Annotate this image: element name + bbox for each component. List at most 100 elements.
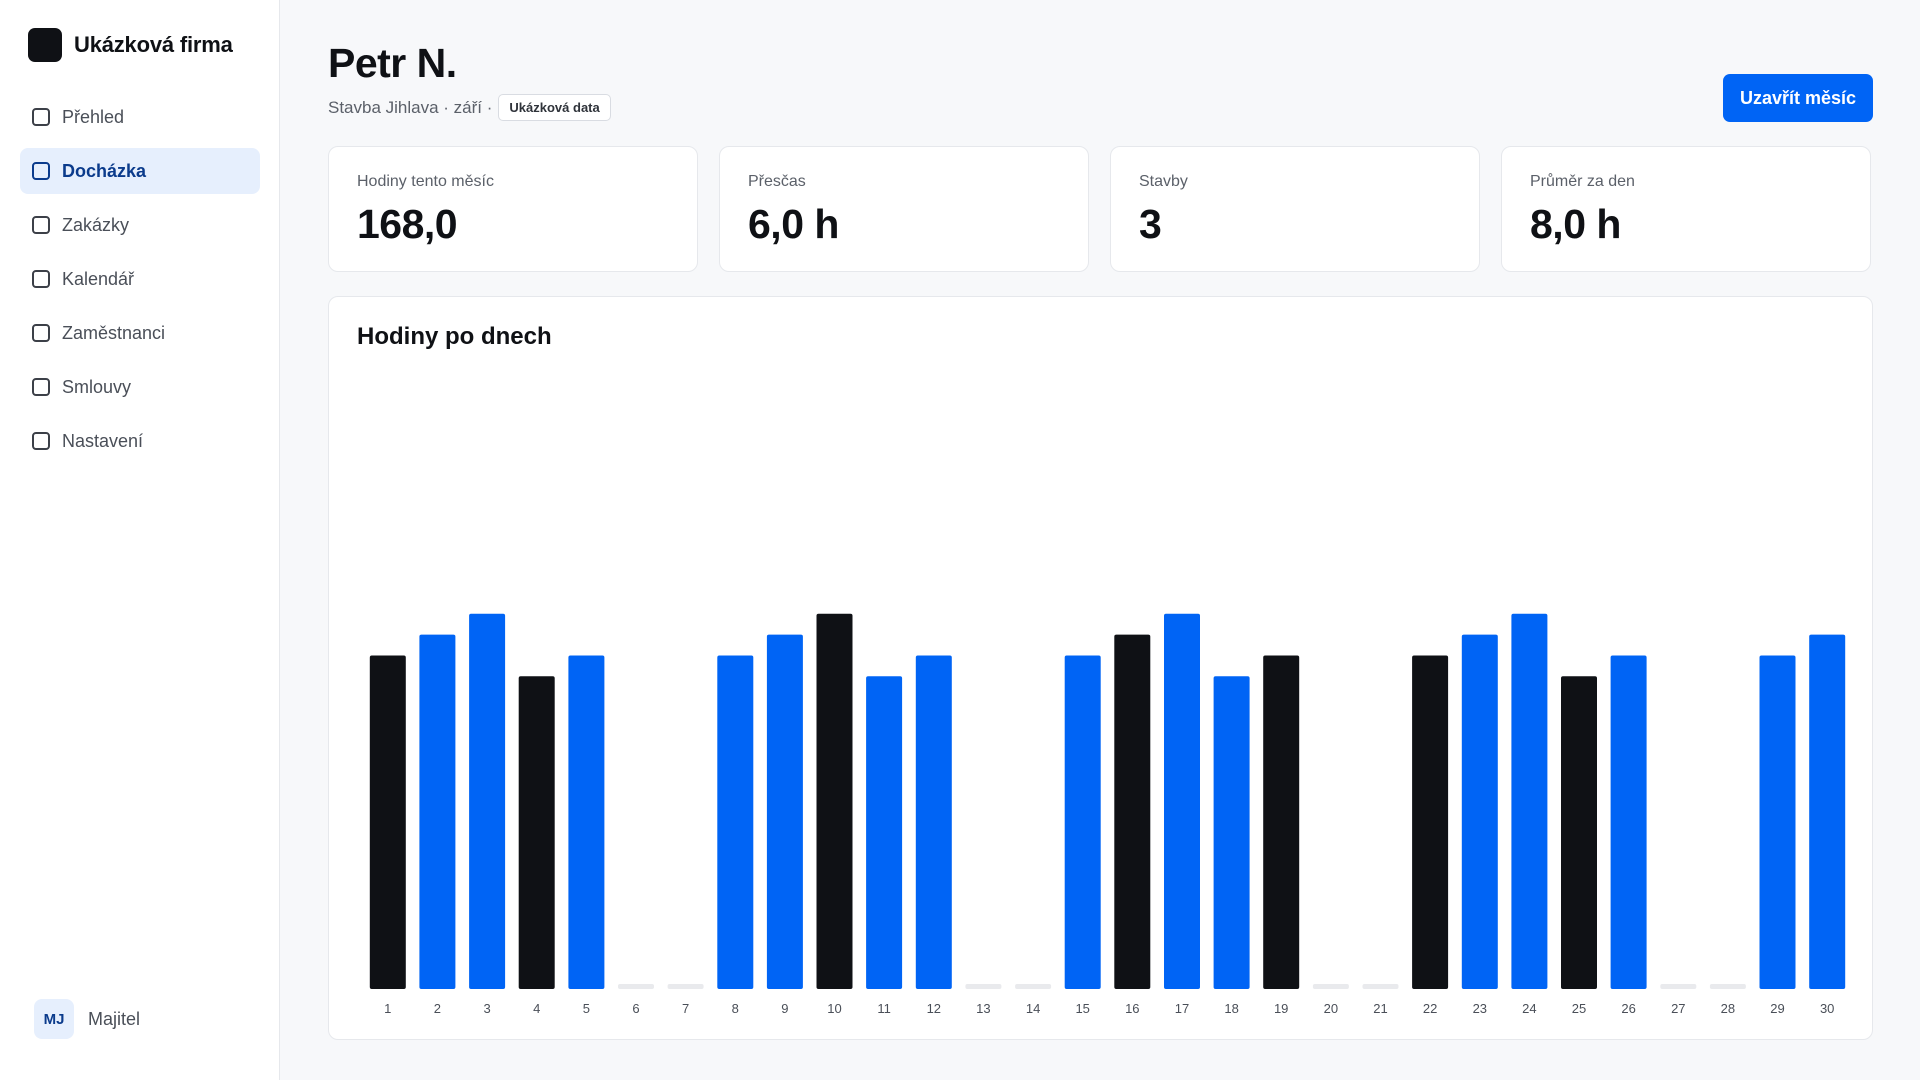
sidebar-item-label: Docházka — [62, 160, 147, 181]
x-tick-label: 21 — [1373, 1001, 1387, 1016]
bar-day-9[interactable] — [766, 634, 803, 989]
stat-value: 6,0 h — [748, 201, 839, 247]
sidebar-item-nastaveni[interactable]: Nastavení — [20, 418, 260, 464]
x-tick-label: 8 — [732, 1001, 739, 1016]
x-tick-label: 29 — [1770, 1001, 1784, 1016]
sidebar-item-label: Zaměstnanci — [62, 322, 166, 343]
bar-day-27[interactable] — [1660, 984, 1697, 989]
bar-day-28[interactable] — [1709, 984, 1746, 989]
sidebar-item-zakazky[interactable]: Zakázky — [20, 202, 260, 248]
bar-day-22[interactable] — [1412, 655, 1449, 990]
sidebar: Ukázková firma Přehled Docházka Zakázky … — [0, 0, 280, 1080]
checkbox-icon — [32, 270, 50, 288]
bar-day-3[interactable] — [469, 613, 506, 989]
bar-day-8[interactable] — [717, 655, 754, 990]
bar-day-10[interactable] — [816, 613, 853, 989]
avatar: MJ — [34, 999, 74, 1039]
brand-logo — [28, 28, 62, 62]
bar-day-29[interactable] — [1759, 655, 1796, 990]
bar-day-14[interactable] — [1015, 984, 1052, 989]
checkbox-icon — [32, 216, 50, 234]
bar-day-18[interactable] — [1213, 676, 1250, 989]
sidebar-item-prehled[interactable]: Přehled — [20, 94, 260, 140]
x-tick-label: 24 — [1522, 1001, 1536, 1016]
x-tick-label: 5 — [583, 1001, 590, 1016]
stat-value: 168,0 — [357, 201, 458, 247]
x-tick-label: 11 — [877, 1001, 891, 1016]
bar-day-7[interactable] — [667, 984, 704, 989]
sidebar-nav: Přehled Docházka Zakázky Kalendář Zaměst… — [20, 94, 260, 472]
sidebar-item-zamestnanci[interactable]: Zaměstnanci — [20, 310, 260, 356]
x-tick-label: 10 — [827, 1001, 841, 1016]
bar-day-21[interactable] — [1362, 984, 1399, 989]
x-tick-label: 7 — [682, 1001, 689, 1016]
bar-day-15[interactable] — [1064, 655, 1101, 990]
stats-row: Hodiny tento měsíc 168,0 Přesčas 6,0 h S… — [328, 146, 1871, 272]
page-title: Petr N. — [328, 40, 457, 86]
x-tick-label: 22 — [1423, 1001, 1437, 1016]
x-tick-label: 15 — [1075, 1001, 1089, 1016]
bar-day-2[interactable] — [419, 634, 456, 989]
sidebar-item-label: Zakázky — [62, 214, 130, 235]
bar-day-24[interactable] — [1511, 613, 1548, 989]
bar-day-30[interactable] — [1809, 634, 1846, 989]
checkbox-icon — [32, 432, 50, 450]
bar-day-26[interactable] — [1610, 655, 1647, 990]
x-tick-label: 4 — [533, 1001, 540, 1016]
bar-day-4[interactable] — [518, 676, 555, 989]
x-tick-label: 6 — [632, 1001, 639, 1016]
sidebar-item-label: Kalendář — [62, 268, 135, 289]
bar-day-6[interactable] — [618, 984, 654, 989]
close-month-button[interactable]: Uzavřít měsíc — [1723, 74, 1873, 122]
stat-label: Stavby — [1139, 173, 1188, 190]
user-profile[interactable]: MJ Majitel — [34, 999, 140, 1039]
sidebar-item-kalendar[interactable]: Kalendář — [20, 256, 260, 302]
x-tick-label: 28 — [1721, 1001, 1735, 1016]
x-tick-label: 1 — [384, 1001, 391, 1016]
stat-label: Průměr za den — [1530, 173, 1635, 190]
x-tick-label: 16 — [1125, 1001, 1139, 1016]
bar-day-20[interactable] — [1312, 984, 1349, 989]
stat-value: 8,0 h — [1530, 201, 1621, 247]
x-tick-label: 2 — [434, 1001, 441, 1016]
bar-day-17[interactable] — [1164, 613, 1200, 989]
x-tick-label: 3 — [483, 1001, 490, 1016]
x-tick-label: 18 — [1224, 1001, 1238, 1016]
sample-data-badge: Ukázková data — [498, 94, 611, 121]
bar-day-25[interactable] — [1561, 676, 1597, 989]
stat-value: 3 — [1139, 201, 1162, 247]
x-tick-label: 14 — [1026, 1001, 1040, 1016]
x-tick-label: 12 — [927, 1001, 941, 1016]
bar-day-12[interactable] — [915, 655, 952, 990]
bar-day-5[interactable] — [568, 655, 605, 990]
hours-bar-chart: 1 2 3 4 5 6 7 8 9 10 11 12 13 14 15 16 17 18 19 20 21 22 23 24 2… — [369, 613, 1846, 1016]
bar-day-19[interactable] — [1263, 655, 1300, 990]
user-role: Majitel — [88, 1008, 141, 1029]
brand[interactable]: Ukázková firma — [28, 28, 233, 62]
checkbox-icon — [32, 108, 50, 126]
sidebar-item-dochazka[interactable]: Docházka — [20, 148, 260, 194]
stat-card-hours: Hodiny tento měsíc 168,0 — [328, 146, 698, 272]
x-tick-label: 19 — [1274, 1001, 1288, 1016]
checkbox-icon — [32, 324, 50, 342]
bar-day-1[interactable] — [369, 655, 406, 990]
checkbox-icon — [32, 378, 50, 396]
x-tick-label: 27 — [1671, 1001, 1685, 1016]
sidebar-item-label: Přehled — [62, 106, 125, 127]
x-tick-label: 17 — [1175, 1001, 1189, 1016]
sidebar-item-smlouvy[interactable]: Smlouvy — [20, 364, 260, 410]
bar-day-11[interactable] — [866, 676, 903, 989]
bar-day-16[interactable] — [1114, 634, 1151, 989]
x-tick-label: 20 — [1324, 1001, 1338, 1016]
bar-day-13[interactable] — [965, 984, 1002, 989]
stat-label: Přesčas — [748, 173, 806, 190]
page-subtitle: Stavba Jihlava · září · Ukázková data — [328, 94, 611, 121]
x-tick-label: 13 — [976, 1001, 990, 1016]
stat-card-average: Průměr za den 8,0 h — [1501, 146, 1871, 272]
x-tick-label: 25 — [1572, 1001, 1586, 1016]
checkbox-icon — [32, 162, 50, 180]
bar-day-23[interactable] — [1461, 634, 1498, 989]
x-tick-label: 30 — [1820, 1001, 1834, 1016]
stat-label: Hodiny tento měsíc — [357, 173, 494, 190]
sidebar-item-label: Smlouvy — [62, 376, 132, 397]
